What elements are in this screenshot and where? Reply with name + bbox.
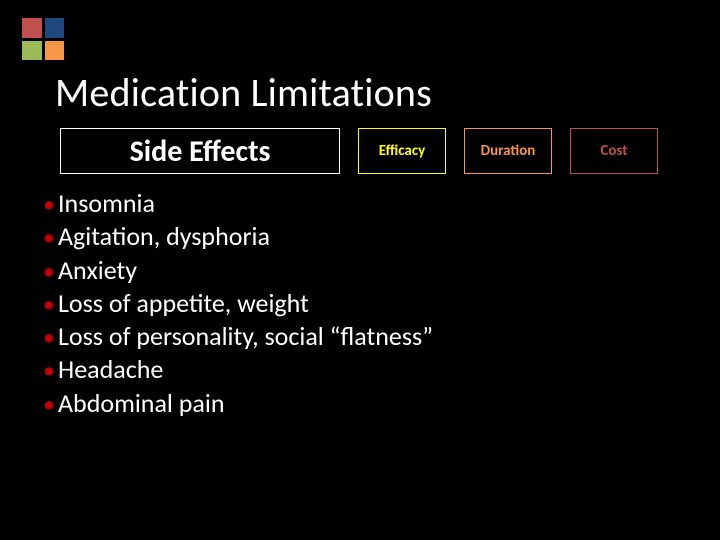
bullet-text: Anxiety (58, 257, 137, 284)
bullet-icon: • (40, 323, 58, 350)
bullet-text: Loss of appetite, weight (58, 290, 309, 317)
list-item: •Insomnia (40, 190, 680, 217)
bullet-list: •Insomnia•Agitation, dysphoria•Anxiety•L… (40, 190, 680, 423)
bullet-text: Abdominal pain (58, 390, 225, 417)
bullet-icon: • (40, 223, 58, 250)
tab-row: Side Effects Efficacy Duration Cost (60, 128, 680, 174)
list-item: •Agitation, dysphoria (40, 223, 680, 250)
bullet-icon: • (40, 190, 58, 217)
tab-cost[interactable]: Cost (570, 128, 658, 174)
list-item: •Loss of personality, social “flatness” (40, 323, 680, 350)
tab-side-effects[interactable]: Side Effects (60, 128, 340, 174)
bullet-icon: • (40, 390, 58, 417)
list-item: •Abdominal pain (40, 390, 680, 417)
list-item: •Anxiety (40, 257, 680, 284)
list-item: •Loss of appetite, weight (40, 290, 680, 317)
tab-efficacy[interactable]: Efficacy (358, 128, 446, 174)
logo-square-tl (22, 18, 42, 38)
list-item: •Headache (40, 356, 680, 383)
bullet-text: Agitation, dysphoria (58, 223, 270, 250)
tab-duration[interactable]: Duration (464, 128, 552, 174)
bullet-icon: • (40, 356, 58, 383)
bullet-icon: • (40, 290, 58, 317)
bullet-text: Loss of personality, social “flatness” (58, 323, 433, 350)
logo-square-br (45, 41, 65, 61)
bullet-text: Headache (58, 356, 163, 383)
logo-grid (22, 18, 64, 60)
slide: Medication Limitations Side Effects Effi… (0, 0, 720, 540)
logo-square-bl (22, 41, 42, 61)
bullet-icon: • (40, 257, 58, 284)
bullet-text: Insomnia (58, 190, 155, 217)
logo-square-tr (45, 18, 65, 38)
slide-title: Medication Limitations (55, 68, 432, 117)
